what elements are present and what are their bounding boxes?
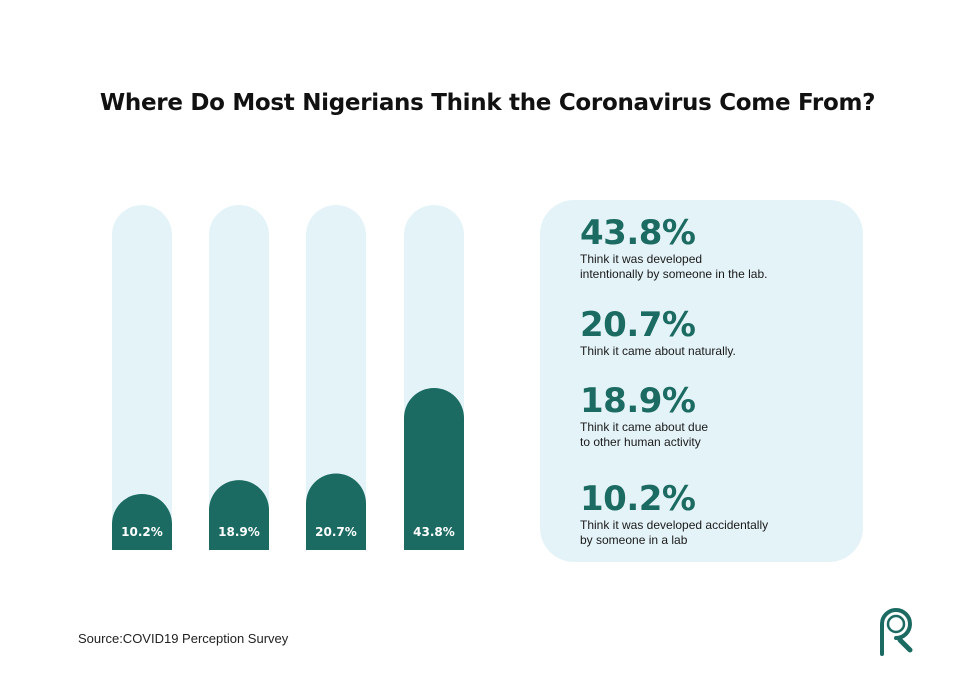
stat-value: 10.2% (580, 479, 696, 519)
magnifier-r-logo-icon (880, 608, 913, 656)
bar-value-label: 18.9% (218, 525, 260, 539)
stat-item: 18.9% Think it came about due to other h… (580, 382, 840, 450)
bar-value-label: 43.8% (413, 525, 455, 539)
source-note: Source:COVID19 Perception Survey (78, 631, 289, 646)
stats-panel: 43.8% Think it was developed intentional… (540, 200, 863, 562)
bar-track (112, 205, 172, 550)
stat-description: Think it was developed accidentally by s… (580, 518, 769, 547)
bar (306, 473, 366, 550)
bar (209, 480, 269, 550)
bar-value-label: 10.2% (121, 525, 163, 539)
stat-item: 10.2% Think it was developed accidentall… (580, 480, 840, 548)
bar (404, 388, 464, 550)
stat-item: 20.7% Think it came about naturally. (580, 306, 840, 359)
stat-value: 20.7% (580, 305, 696, 345)
bar-track (306, 205, 366, 550)
bar (112, 494, 172, 550)
chart-title: Where Do Most Nigerians Think the Corona… (99, 90, 876, 116)
stat-description: Think it came about due to other human a… (580, 420, 709, 449)
stat-value: 43.8% (580, 213, 696, 253)
stat-description: Think it came about naturally. (580, 344, 736, 358)
bar-track (209, 205, 269, 550)
stat-description: Think it was developed intentionally by … (580, 252, 768, 281)
stat-item: 43.8% Think it was developed intentional… (580, 214, 840, 282)
stat-value: 18.9% (580, 381, 696, 421)
bar-value-label: 20.7% (315, 525, 357, 539)
